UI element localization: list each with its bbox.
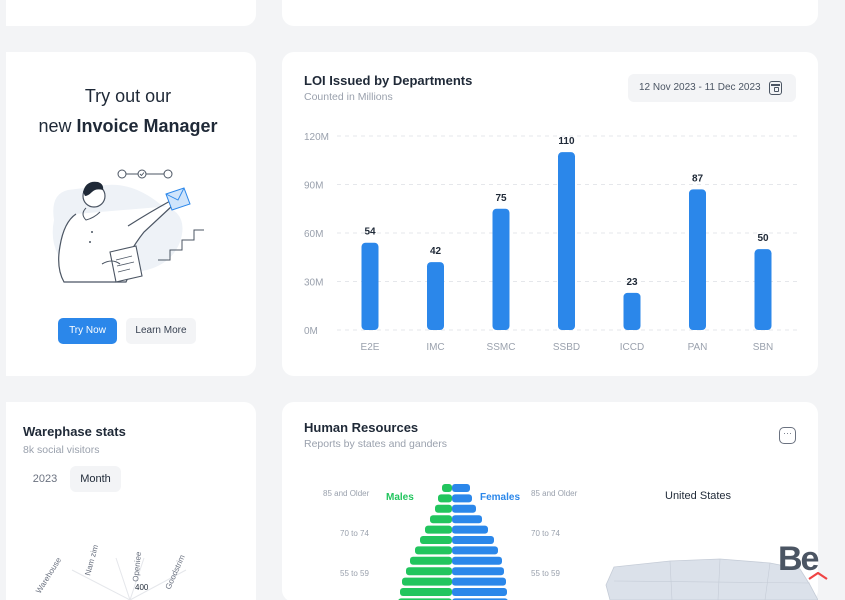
x-tick-label: PAN [688, 342, 708, 353]
us-map [605, 558, 818, 600]
legend-females: Females [480, 492, 521, 503]
warephase-title: Warephase stats [23, 424, 126, 439]
promo-headline: Try out our [84, 86, 172, 106]
pyramid-female-bar [452, 567, 504, 576]
promo-prefix: new [38, 116, 77, 136]
age-label-right-85: 85 and Older [531, 489, 578, 498]
loi-bar-chart: 0M 30M 60M 90M 120M 54 E2E 42 IMC 75 SSMC 110 SSBD 23… [304, 132, 797, 353]
pyramid-male-bar [406, 567, 452, 576]
age-label-left-70: 70 to 74 [340, 529, 369, 538]
legend-males: Males [386, 492, 414, 503]
age-label-left-85: 85 and Older [323, 489, 370, 498]
learn-more-button[interactable]: Learn More [126, 318, 196, 344]
more-icon[interactable]: ··· [779, 427, 796, 444]
bar-iccd[interactable] [623, 292, 641, 330]
bar-value-label: 42 [430, 246, 442, 257]
bar-e2e[interactable] [361, 242, 379, 330]
pyramid-male-bar [415, 546, 452, 555]
y-tick-label: 0M [304, 326, 318, 337]
bar-value-label: 75 [495, 193, 507, 204]
bar-ssbd[interactable] [558, 152, 575, 330]
top-right-card [282, 0, 818, 26]
pyramid-female-bar [452, 494, 472, 503]
tab-month[interactable]: Month [70, 466, 121, 492]
pyramid-female-bar [452, 556, 502, 565]
x-tick-label: E2E [361, 342, 380, 353]
pyramid-female-bar [452, 484, 470, 492]
bar-value-label: 54 [364, 227, 376, 238]
pyramid-male-bar [425, 525, 452, 534]
top-left-card [0, 0, 256, 26]
pyramid-male-bar [400, 588, 452, 596]
pyramid-female-bar [452, 588, 507, 596]
bar-value-label: 110 [558, 136, 575, 147]
age-label-right-55: 55 to 59 [531, 569, 560, 578]
date-range-picker[interactable]: 12 Nov 2023 - 11 Dec 2023 [628, 74, 796, 102]
pyramid-male-bar [438, 494, 452, 503]
radial-value: 400 [135, 583, 149, 592]
warephase-radial-chart: Warehouse Nam zim Openiee Goodstrim 400 [34, 543, 187, 600]
warephase-card [0, 402, 256, 600]
map-title: United States [665, 490, 732, 502]
x-tick-label: SSMC [487, 342, 516, 353]
population-pyramid [398, 484, 508, 600]
hr-subtitle: Reports by states and ganders [304, 438, 448, 450]
age-label-left-55: 55 to 59 [340, 569, 369, 578]
y-tick-label: 30M [304, 278, 323, 289]
bar-imc[interactable] [427, 262, 444, 330]
x-tick-label: IMC [426, 342, 444, 353]
hr-title: Human Resources [304, 420, 419, 435]
tab-year[interactable]: 2023 [32, 473, 58, 485]
pyramid-male-bar [420, 536, 452, 544]
pyramid-female-bar [452, 577, 506, 586]
radial-label-goodstrim: Goodstrim [164, 553, 187, 591]
loi-title: LOI Issued by Departments [304, 73, 473, 88]
loi-subtitle: Counted in Millions [304, 91, 393, 103]
pyramid-male-bar [410, 556, 452, 565]
calendar-icon [769, 81, 782, 95]
radial-label-warehouse: Warehouse [34, 555, 63, 595]
x-tick-label: ICCD [620, 342, 644, 353]
date-range-text: 12 Nov 2023 - 11 Dec 2023 [639, 82, 761, 93]
y-tick-label: 60M [304, 229, 323, 240]
watermark-logo: Be [778, 540, 819, 578]
left-edge [0, 0, 6, 600]
promo-product-name: Invoice Manager [76, 116, 218, 136]
pyramid-female-bar [452, 546, 498, 555]
invoice-illustration [52, 169, 204, 283]
x-tick-label: SSBD [553, 342, 580, 353]
promo-headline-product: new Invoice Manager [0, 116, 256, 137]
x-tick-label: SBN [753, 342, 774, 353]
age-label-right-70: 70 to 74 [531, 529, 560, 538]
y-tick-label: 90M [304, 181, 323, 192]
radial-label-openiee: Openiee [131, 551, 143, 583]
pyramid-female-bar [452, 515, 482, 524]
bar-ssmc[interactable] [492, 208, 510, 330]
y-tick-label: 120M [304, 132, 329, 143]
pyramid-female-bar [452, 504, 476, 513]
bar-value-label: 87 [692, 173, 704, 184]
try-now-button[interactable]: Try Now [58, 318, 117, 344]
pyramid-male-bar [442, 484, 452, 492]
bar-value-label: 23 [626, 277, 638, 288]
watermark-chevron-icon [808, 572, 828, 580]
bar-sbn[interactable] [754, 249, 772, 330]
pyramid-male-bar [430, 515, 452, 524]
pyramid-female-bar [452, 525, 488, 534]
bar-value-label: 50 [757, 233, 769, 244]
warephase-subtitle: 8k social visitors [23, 444, 100, 456]
pyramid-male-bar [435, 504, 452, 513]
bar-pan[interactable] [689, 189, 706, 330]
pyramid-male-bar [402, 577, 452, 586]
radial-label-namzim: Nam zim [83, 543, 100, 576]
pyramid-female-bar [452, 536, 494, 544]
